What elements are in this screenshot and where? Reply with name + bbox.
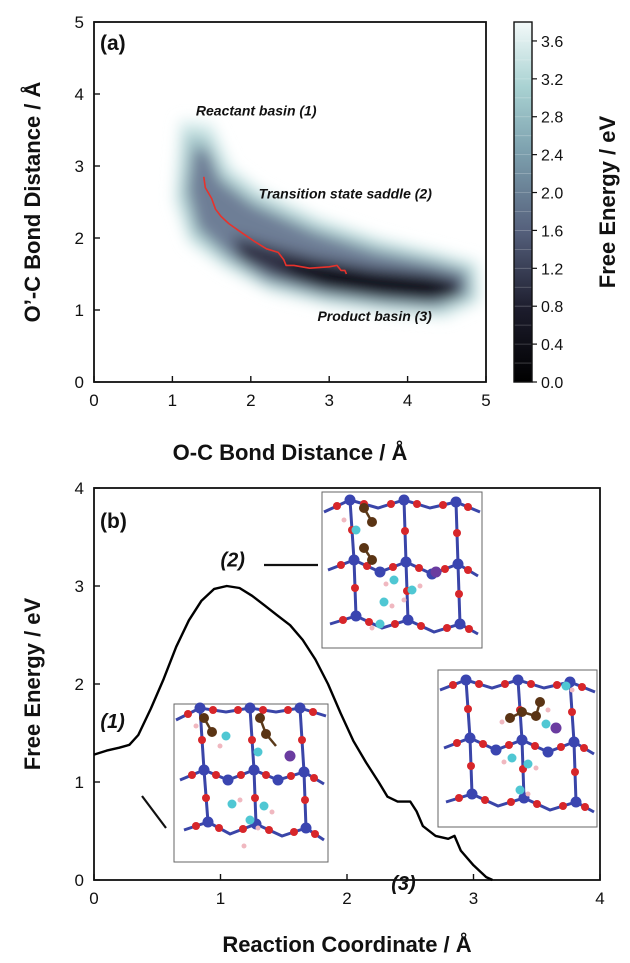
panel-a-xtick-label: 2 xyxy=(246,391,255,410)
panel-a-ytick-label: 0 xyxy=(75,373,84,392)
panel-a-xtick-label: 4 xyxy=(403,391,412,410)
surface-annotation: Product basin (3) xyxy=(317,308,432,324)
colorbar-ticks: 0.0 0.4 0.8 1.2 1.6 2.0 2.4 2.8 3.2 3.6 xyxy=(532,34,563,392)
state-1-leader-line xyxy=(141,795,167,829)
panel-a-annotations: Reactant basin (1) Transition state saddl… xyxy=(196,103,432,324)
colorbar-tick-label: 2.4 xyxy=(541,148,563,165)
colorbar-tick-label: 0.8 xyxy=(541,299,563,316)
panel-a-ytick-label: 3 xyxy=(75,157,84,176)
colorbar-tick-label: 0.0 xyxy=(541,375,563,392)
state-label: (3) xyxy=(391,873,416,895)
panel-a-xtick-label: 1 xyxy=(168,391,177,410)
colorbar-tick-label: 2.0 xyxy=(541,186,563,203)
panel-a: 0 1 2 3 4 5 0 1 2 3 4 5 (a) Reactant basin (1) Trans… xyxy=(19,13,491,465)
colorbar-tick-label: 2.8 xyxy=(541,110,563,127)
free-energy-curve xyxy=(93,584,494,882)
colorbar-tick-label: 1.6 xyxy=(541,223,563,240)
panel-b-xtick-label: 1 xyxy=(216,889,225,908)
structure-inset-2 xyxy=(321,491,483,649)
state-label: (2) xyxy=(221,549,246,571)
panel-a-xtick-label: 3 xyxy=(324,391,333,410)
reaction-path xyxy=(203,176,348,275)
panel-b-xlabel: Reaction Coordinate / Å xyxy=(222,931,471,957)
colorbar-label: Free Energy / eV xyxy=(595,115,620,288)
state-label: (1) xyxy=(100,711,125,733)
panel-a-ticks: 0 1 2 3 4 5 0 1 2 3 4 5 xyxy=(75,13,491,410)
panel-a-ylabel: O’-C Bond Distance / Å xyxy=(19,81,45,322)
colorbar-tick-label: 1.2 xyxy=(541,261,563,278)
free-energy-surface xyxy=(174,120,480,318)
panel-b-ytick-label: 0 xyxy=(75,871,84,890)
panel-a-ytick-label: 1 xyxy=(75,301,84,320)
colorbar: 0.0 0.4 0.8 1.2 1.6 2.0 2.4 2.8 3.2 3.6 Free Ener… xyxy=(513,21,620,392)
panel-b-ytick-label: 1 xyxy=(75,773,84,792)
panel-b-xtick-label: 2 xyxy=(342,889,351,908)
colorbar-tick-label: 3.6 xyxy=(541,34,563,51)
panel-a-xtick-label: 0 xyxy=(89,391,98,410)
panel-b-state-labels: (1) (2) (3) xyxy=(100,549,416,894)
colorbar-bands xyxy=(514,40,532,364)
colorbar-frame xyxy=(513,21,533,383)
panel-b-xtick-label: 0 xyxy=(89,889,98,908)
panel-a-ytick-label: 2 xyxy=(75,229,84,248)
panel-b-ylabel: Free Energy / eV xyxy=(20,597,45,770)
panel-b-xtick-label: 4 xyxy=(595,889,604,908)
colorbar-gradient xyxy=(514,22,532,382)
panel-a-frame xyxy=(93,21,487,383)
panel-b: 0 1 2 3 4 0 1 2 3 4 (1) (2) (3) (b) Reaction Coordi… xyxy=(20,479,605,957)
panel-a-ytick-label: 4 xyxy=(75,85,84,104)
panel-a-xtick-label: 5 xyxy=(481,391,490,410)
panel-a-label: (a) xyxy=(100,32,126,55)
structure-inset-3 xyxy=(437,669,598,828)
panel-b-xtick-label: 3 xyxy=(469,889,478,908)
panel-b-ticks: 0 1 2 3 4 0 1 2 3 4 xyxy=(75,479,605,908)
surface-annotation: Transition state saddle (2) xyxy=(259,185,433,201)
panel-b-ytick-label: 3 xyxy=(75,577,84,596)
colorbar-tick-label: 3.2 xyxy=(541,72,563,89)
panel-b-label: (b) xyxy=(100,510,127,533)
panel-b-ytick-label: 4 xyxy=(75,479,84,498)
panel-b-ytick-label: 2 xyxy=(75,675,84,694)
colorbar-tick-label: 0.4 xyxy=(541,337,563,354)
structure-inset-1 xyxy=(173,702,329,863)
panel-a-xlabel: O-C Bond Distance / Å xyxy=(173,439,408,465)
panel-a-ytick-label: 5 xyxy=(75,13,84,32)
surface-annotation: Reactant basin (1) xyxy=(196,103,317,119)
